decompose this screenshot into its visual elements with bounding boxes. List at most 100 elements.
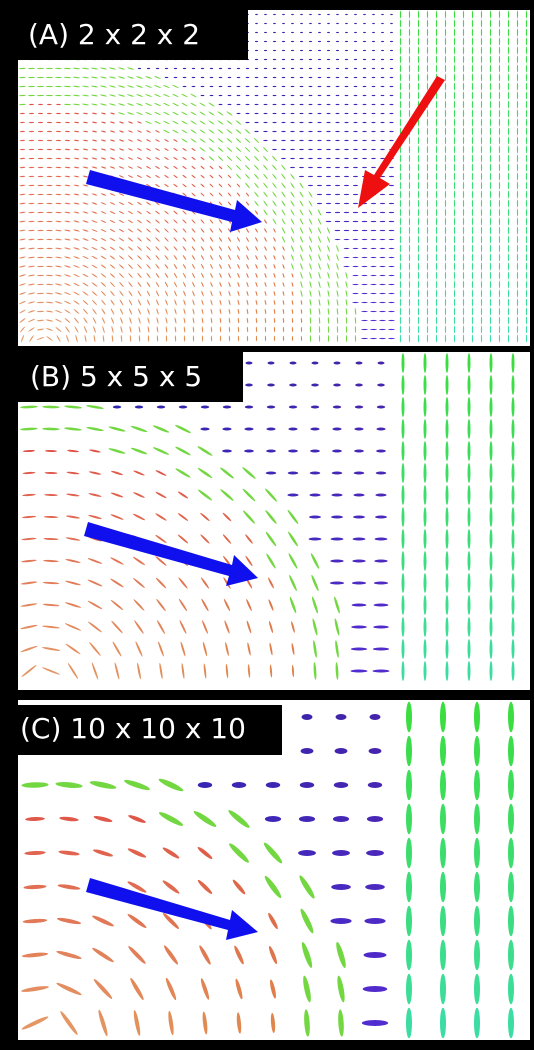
glyph: [83, 112, 88, 115]
glyph: [471, 289, 474, 298]
glyph: [379, 265, 386, 268]
glyph: [317, 218, 322, 225]
glyph: [254, 200, 259, 207]
glyph: [118, 112, 125, 115]
glyph: [73, 309, 80, 314]
glyph: [399, 307, 402, 316]
glyph: [19, 184, 26, 187]
glyph: [343, 193, 350, 196]
glyph: [489, 28, 492, 37]
glyph: [246, 326, 249, 333]
glyph: [130, 425, 148, 433]
glyph: [226, 120, 233, 125]
glyph: [273, 31, 276, 34]
glyph: [291, 336, 294, 341]
glyph: [336, 31, 339, 34]
glyph: [137, 219, 142, 224]
glyph: [408, 280, 411, 289]
glyph: [435, 109, 438, 118]
glyph: [265, 531, 277, 547]
glyph: [236, 112, 241, 115]
glyph: [200, 427, 210, 431]
glyph: [225, 642, 229, 656]
glyph: [192, 326, 195, 333]
glyph: [326, 148, 331, 151]
glyph: [352, 211, 359, 214]
glyph: [408, 109, 411, 118]
glyph: [37, 157, 44, 160]
glyph: [282, 22, 285, 25]
glyph: [444, 199, 447, 208]
glyph: [435, 271, 438, 280]
glyph: [440, 735, 446, 767]
glyph: [327, 254, 330, 261]
glyph: [480, 118, 483, 127]
glyph: [317, 148, 322, 151]
glyph: [311, 574, 319, 592]
glyph: [129, 326, 132, 333]
glyph: [89, 449, 101, 453]
glyph: [175, 468, 191, 478]
glyph: [399, 163, 402, 172]
glyph: [380, 148, 385, 151]
glyph: [406, 837, 412, 869]
glyph: [272, 49, 277, 52]
glyph: [417, 37, 420, 46]
glyph: [37, 256, 44, 259]
glyph: [474, 701, 480, 733]
glyph: [471, 91, 474, 100]
glyph: [489, 298, 492, 307]
glyph: [46, 247, 53, 250]
glyph: [467, 353, 471, 373]
glyph: [326, 130, 331, 133]
glyph: [27, 310, 36, 313]
glyph: [273, 273, 276, 278]
glyph: [154, 102, 161, 107]
glyph: [290, 218, 295, 225]
glyph: [373, 603, 389, 607]
glyph: [444, 37, 447, 46]
glyph: [399, 10, 402, 19]
glyph: [155, 139, 160, 142]
glyph: [218, 237, 223, 242]
glyph: [361, 337, 368, 340]
glyph: [329, 581, 345, 585]
glyph: [480, 73, 483, 82]
glyph: [109, 157, 116, 160]
glyph: [361, 274, 368, 277]
glyph: [236, 183, 241, 188]
glyph: [362, 139, 367, 142]
glyph: [20, 334, 25, 343]
glyph: [127, 67, 134, 70]
glyph: [44, 471, 58, 475]
glyph: [440, 701, 446, 733]
glyph: [516, 55, 519, 64]
glyph: [282, 308, 285, 315]
glyph: [235, 147, 242, 152]
glyph: [471, 298, 474, 307]
glyph: [263, 182, 268, 189]
glyph: [246, 281, 249, 288]
glyph: [471, 82, 474, 91]
glyph: [254, 182, 259, 189]
glyph: [21, 986, 49, 992]
glyph: [100, 237, 107, 242]
glyph: [453, 226, 456, 235]
glyph: [281, 173, 286, 180]
glyph: [417, 136, 420, 145]
glyph: [60, 1011, 78, 1035]
glyph: [168, 1010, 174, 1036]
glyph: [299, 175, 304, 178]
glyph: [182, 85, 187, 88]
glyph: [498, 46, 501, 55]
glyph: [507, 190, 510, 199]
glyph: [202, 641, 208, 657]
glyph: [453, 316, 456, 325]
glyph: [353, 148, 358, 151]
glyph: [45, 67, 54, 70]
glyph: [64, 148, 71, 151]
glyph: [453, 298, 456, 307]
glyph: [245, 112, 250, 115]
glyph: [130, 977, 144, 1001]
glyph: [426, 181, 429, 190]
